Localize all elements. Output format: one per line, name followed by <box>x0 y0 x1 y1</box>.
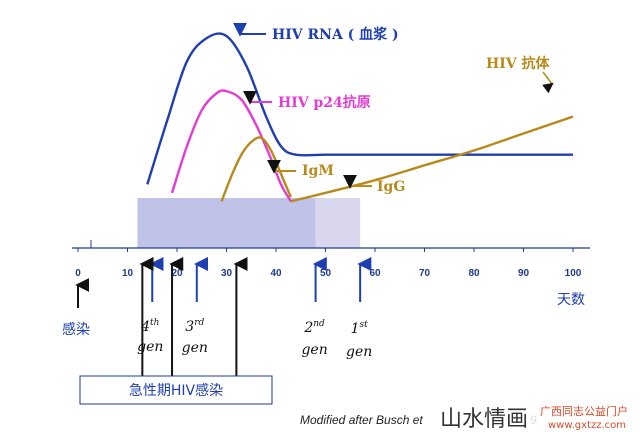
x-tick-label: 10 <box>122 268 134 279</box>
acute-infection-box: 急性期HIV感染 <box>79 375 273 405</box>
generation-gen: gen <box>301 342 327 358</box>
series-line-1 <box>170 89 292 202</box>
x-tick-label: 30 <box>221 268 233 279</box>
watermark-right: 广西同志公益门户 <box>540 404 628 418</box>
label-p24: HIV p24抗原 <box>243 90 371 111</box>
hiv-rna-label: HIV RNA ( 血浆 ) <box>272 26 399 43</box>
x-tick-label: 40 <box>270 268 282 279</box>
series-line-3 <box>290 115 574 203</box>
generation-labels: 4th gen 3rd gen 2nd gen 1st gen <box>137 318 372 360</box>
generation-ordinal: 3rd <box>185 318 204 335</box>
x-axis <box>72 240 590 249</box>
acute-box-frame <box>79 375 273 405</box>
series-line-0 <box>146 32 573 185</box>
label-igm: IgM <box>267 159 334 179</box>
window-period-shading <box>137 198 361 248</box>
generation-gen: gen <box>182 340 208 356</box>
x-tick-label: 20 <box>171 268 183 279</box>
label-hiv-antibody: HIV 抗体 <box>486 55 554 94</box>
credit-text: Modified after Busch et <box>300 413 423 427</box>
x-tick-label: 70 <box>419 268 431 279</box>
generation-ordinal: 1st <box>351 320 369 337</box>
diagnostic-arrows <box>75 257 372 376</box>
label-hiv-rna: HIV RNA ( 血浆 ) <box>233 22 399 43</box>
generation-ordinal: 2nd <box>303 319 325 336</box>
x-tick-label: 90 <box>518 268 530 279</box>
hiv-antibody-pointer <box>542 71 554 94</box>
shaded-region <box>137 198 316 248</box>
generation-gen: gen <box>346 344 372 360</box>
watermark-backing <box>438 399 638 432</box>
x-axis-title: 天数 <box>557 292 585 308</box>
igm-label: IgM <box>302 163 334 179</box>
generation-ordinal: 4th <box>140 318 159 335</box>
x-tick-label: 100 <box>565 268 582 279</box>
generation-gen: gen <box>137 339 163 355</box>
watermark-url: www.gxtzz.com <box>548 420 626 431</box>
x-ticks: 0 10 20 30 40 50 60 70 80 90 100 <box>75 248 582 279</box>
p24-label: HIV p24抗原 <box>278 94 371 111</box>
acute-box-label: 急性期HIV感染 <box>129 382 223 399</box>
igg-label: IgG <box>377 179 405 195</box>
shaded-region-fade <box>315 198 361 248</box>
x-tick-label: 50 <box>320 268 332 279</box>
x-tick-label: 0 <box>75 268 81 279</box>
x-tick-label: 80 <box>468 268 480 279</box>
infection-label: 感染 <box>62 321 90 338</box>
label-igg: IgG <box>343 174 405 195</box>
hiv-antibody-label: HIV 抗体 <box>486 55 551 72</box>
watermark-left: 山水情画 <box>440 407 528 432</box>
x-tick-label: 60 <box>369 268 381 279</box>
